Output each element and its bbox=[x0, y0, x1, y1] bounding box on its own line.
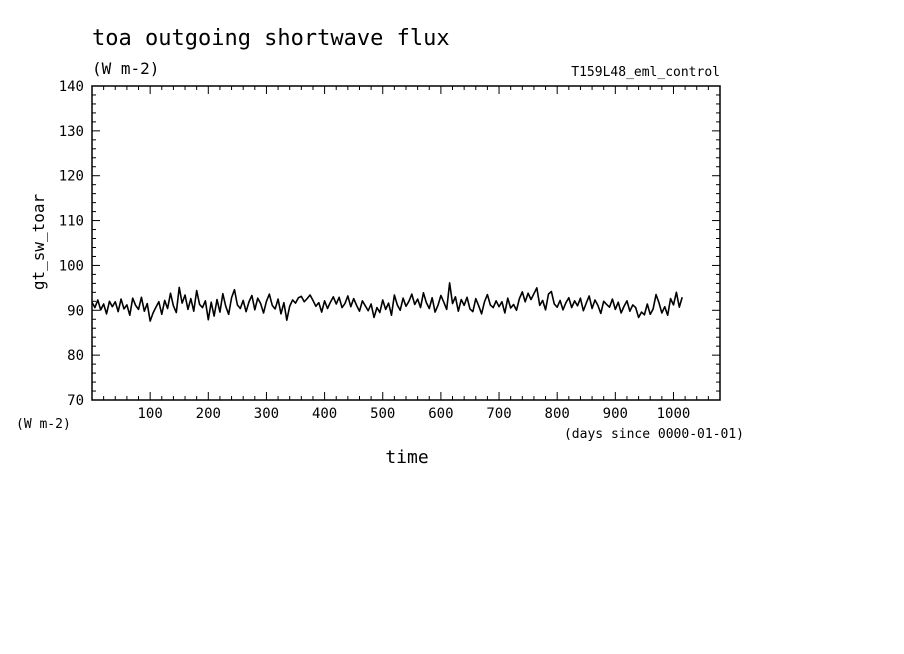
x-tick-label: 200 bbox=[196, 406, 221, 422]
x-tick-label: 300 bbox=[254, 406, 279, 422]
x-tick-label: 800 bbox=[545, 406, 570, 422]
tick-labels: 100 200 300 400 500 600 700 800 900 1000 70 80 90 100… bbox=[59, 79, 691, 422]
chart-subtitle: (W m-2) bbox=[92, 59, 159, 78]
axis-ticks bbox=[92, 85, 720, 401]
y-axis-label: gt_sw_toar bbox=[29, 193, 48, 290]
x-axis-label: time bbox=[385, 447, 428, 468]
chart-title: toa outgoing shortwave flux bbox=[92, 26, 450, 51]
y-tick-label: 140 bbox=[59, 79, 84, 95]
y-tick-label: 130 bbox=[59, 124, 84, 140]
x-tick-label: 900 bbox=[603, 406, 628, 422]
y-axis-units: (W m-2) bbox=[16, 417, 71, 432]
x-tick-label: 100 bbox=[137, 406, 162, 422]
y-tick-label: 90 bbox=[67, 303, 84, 319]
y-tick-label: 80 bbox=[67, 348, 84, 364]
x-tick-label: 1000 bbox=[657, 406, 691, 422]
x-tick-label: 600 bbox=[428, 406, 453, 422]
series-layer bbox=[91, 282, 683, 322]
x-tick-label: 400 bbox=[312, 406, 337, 422]
x-tick-label: 500 bbox=[370, 406, 395, 422]
x-tick-label: 700 bbox=[486, 406, 511, 422]
y-tick-label: 100 bbox=[59, 258, 84, 274]
series-line-0 bbox=[91, 282, 683, 322]
y-tick-label: 120 bbox=[59, 169, 84, 185]
x-axis-units: (days since 0000-01-01) bbox=[564, 427, 744, 442]
y-tick-label: 70 bbox=[67, 393, 84, 409]
experiment-label: T159L48_eml_control bbox=[571, 65, 720, 80]
y-tick-label: 110 bbox=[59, 214, 84, 230]
